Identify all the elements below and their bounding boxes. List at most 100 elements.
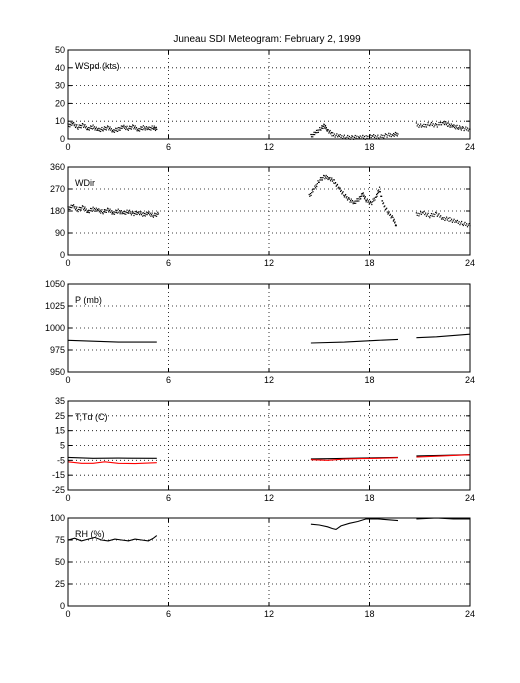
data-point (91, 128, 94, 130)
data-point (389, 213, 392, 215)
data-point (418, 215, 420, 217)
data-point (103, 211, 105, 213)
y-tick-label: 270 (50, 184, 65, 194)
data-point (343, 194, 345, 196)
data-point (155, 126, 157, 128)
data-point (466, 127, 469, 129)
data-point (465, 126, 467, 128)
data-point (395, 225, 397, 227)
data-point (97, 129, 99, 131)
data-point (356, 135, 358, 137)
data-point (80, 127, 82, 129)
data-point (122, 126, 124, 128)
data-point (466, 226, 469, 228)
data-point (365, 199, 367, 201)
data-point (73, 207, 75, 209)
data-point (440, 121, 442, 124)
data-point (381, 136, 383, 139)
data-point (157, 211, 159, 213)
data-point (84, 206, 86, 208)
data-point (335, 134, 337, 137)
data-point (130, 214, 133, 216)
data-point (350, 198, 352, 200)
data-point (121, 127, 123, 130)
data-point (430, 121, 433, 124)
data-point (98, 127, 100, 129)
data-point (347, 198, 349, 200)
data-point (468, 223, 470, 225)
data-point (149, 128, 151, 131)
data-point (377, 190, 379, 192)
data-point (133, 214, 135, 217)
data-point (393, 219, 395, 221)
data-point (76, 209, 79, 211)
y-tick-label: 10 (55, 116, 65, 126)
data-point (341, 192, 344, 194)
x-tick-label: 18 (364, 493, 374, 503)
data-point (93, 126, 95, 128)
data-point (365, 201, 367, 203)
data-point (95, 207, 97, 209)
data-point (377, 192, 379, 194)
data-point (72, 205, 74, 207)
y-tick-label: 950 (50, 367, 65, 377)
data-point (320, 129, 322, 131)
data-point (391, 215, 393, 217)
data-point (68, 208, 70, 210)
data-point (107, 126, 109, 128)
data-point (439, 216, 441, 218)
series-line (67, 339, 157, 343)
data-point (99, 209, 101, 211)
data-point (124, 211, 126, 213)
data-point (78, 206, 80, 208)
data-point (130, 128, 133, 130)
data-point (317, 131, 320, 133)
data-point (75, 207, 77, 210)
data-point (332, 135, 335, 137)
data-point (389, 133, 392, 135)
data-point (355, 137, 357, 139)
data-point (354, 200, 356, 202)
data-point (79, 207, 82, 209)
data-point (443, 216, 445, 219)
data-point (105, 129, 107, 131)
series-0-0 (67, 120, 471, 140)
data-point (452, 220, 454, 222)
data-point (111, 213, 113, 215)
data-point (73, 204, 75, 206)
data-point (341, 193, 343, 195)
panel-label: P (mb) (75, 295, 102, 305)
data-point (328, 132, 330, 134)
data-point (98, 208, 100, 210)
x-tick-label: 18 (364, 609, 374, 619)
data-point (117, 208, 119, 210)
data-point (318, 181, 320, 184)
data-point (420, 213, 423, 215)
data-point (456, 221, 458, 223)
data-point (317, 180, 319, 182)
data-point (109, 208, 111, 210)
data-point (385, 208, 387, 210)
data-point (381, 195, 383, 197)
data-point (364, 196, 366, 198)
data-point (108, 129, 110, 131)
data-point (463, 223, 465, 225)
data-point (450, 218, 453, 220)
data-point (322, 125, 325, 127)
series-line (67, 456, 157, 459)
data-point (376, 195, 378, 197)
data-point (94, 210, 96, 212)
y-tick-label: 100 (50, 513, 65, 523)
data-point (426, 214, 428, 216)
data-point (110, 129, 112, 131)
data-point (459, 128, 461, 130)
y-tick-label: 0 (60, 250, 65, 260)
data-point (359, 198, 361, 200)
data-point (334, 182, 337, 184)
data-point (102, 213, 104, 215)
data-point (144, 129, 146, 131)
data-point (116, 128, 118, 130)
data-point (138, 211, 140, 213)
data-point (449, 217, 451, 219)
data-point (69, 208, 71, 211)
